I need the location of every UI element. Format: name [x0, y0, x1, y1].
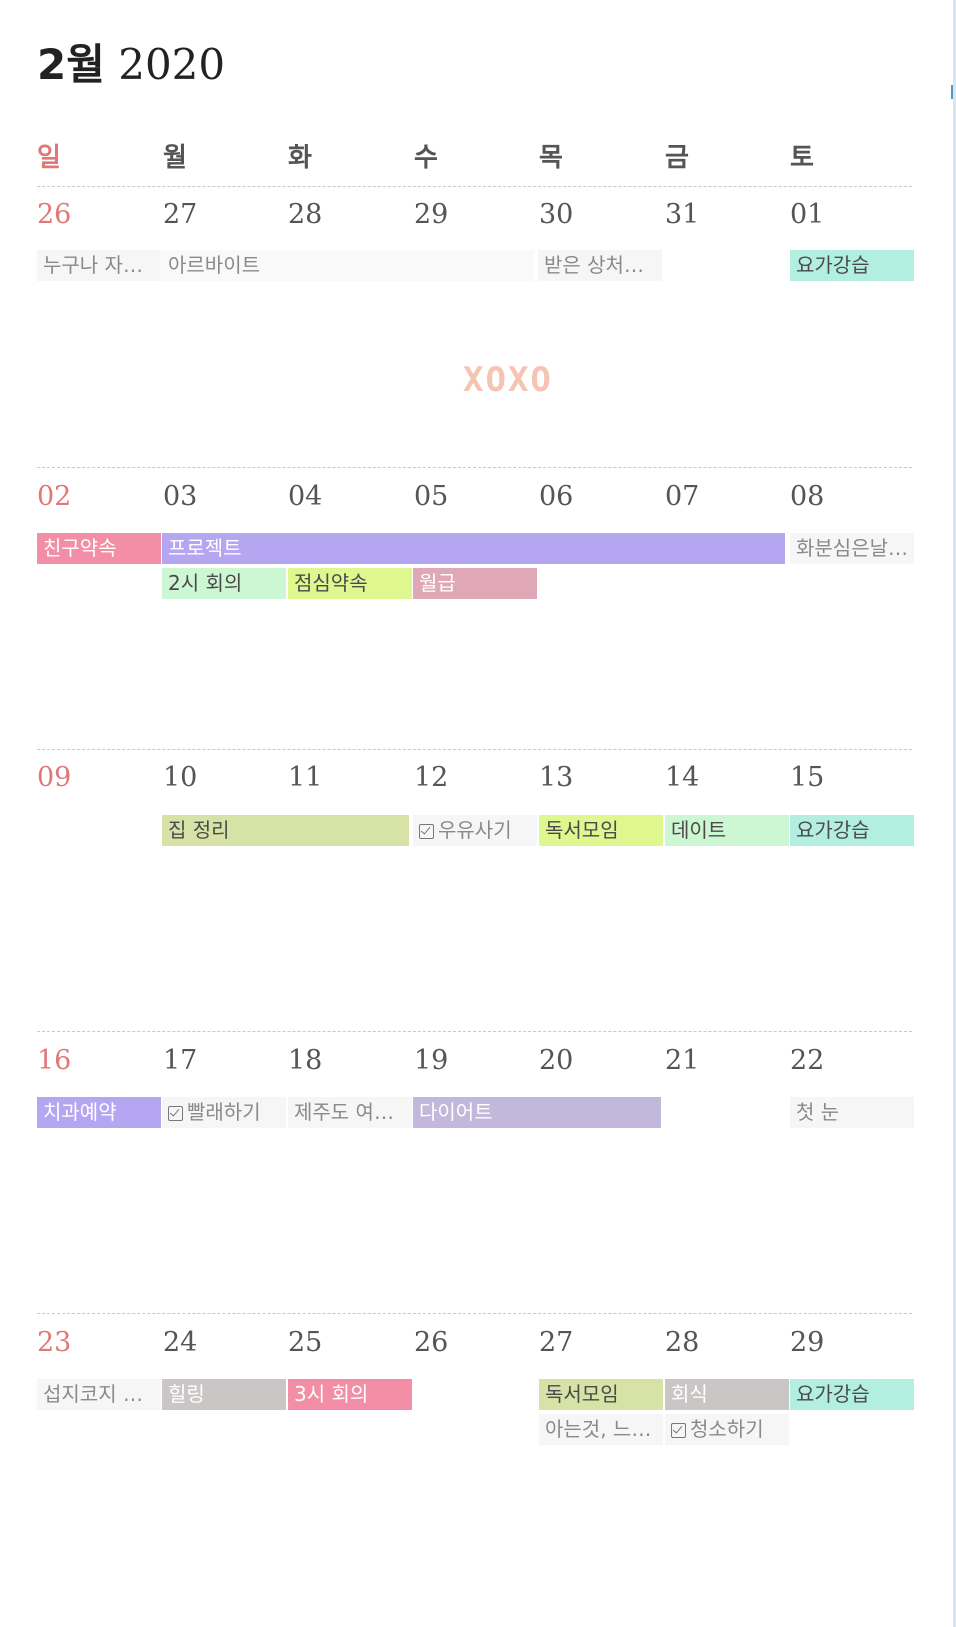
day-cell-date[interactable]: 31 [665, 199, 700, 230]
event-chip[interactable]: 받은 상처… [538, 250, 662, 281]
event-chip[interactable]: 데이트 [665, 815, 789, 846]
day-cell-date[interactable]: 08 [790, 481, 825, 512]
day-cell-date[interactable]: 01 [790, 199, 825, 230]
weekday-sun: 일 [37, 143, 61, 173]
day-cell-date[interactable]: 15 [790, 762, 825, 793]
day-cell-date[interactable]: 11 [288, 762, 323, 793]
event-chip[interactable]: 힐링 [162, 1379, 286, 1410]
window-edge [951, 0, 956, 1627]
week-divider [37, 749, 912, 750]
todo-label: 우유사기 [438, 818, 512, 842]
event-chip[interactable]: 월급 [413, 568, 537, 599]
month-label: 2월 [37, 40, 105, 89]
event-chip[interactable]: 회식 [665, 1379, 789, 1410]
day-cell-date[interactable]: 03 [163, 481, 198, 512]
weekday-thu: 목 [539, 143, 563, 173]
day-cell-date[interactable]: 18 [288, 1045, 323, 1076]
day-cell-date[interactable]: 02 [37, 481, 72, 512]
day-cell-date[interactable]: 16 [37, 1045, 72, 1076]
todo-chip[interactable]: 청소하기 [665, 1414, 789, 1445]
day-cell-date[interactable]: 27 [539, 1327, 574, 1358]
event-chip[interactable]: 다이어트 [413, 1097, 661, 1128]
checkbox-icon[interactable] [419, 824, 434, 839]
week-divider [37, 1313, 912, 1314]
day-cell-date[interactable]: 25 [288, 1327, 323, 1358]
event-chip[interactable]: 제주도 여… [288, 1097, 412, 1128]
event-chip[interactable]: 치과예약 [37, 1097, 161, 1128]
day-cell-date[interactable]: 29 [414, 199, 449, 230]
day-cell-date[interactable]: 05 [414, 481, 449, 512]
week-divider [37, 467, 912, 468]
day-cell-date[interactable]: 28 [665, 1327, 700, 1358]
event-chip[interactable]: 독서모임 [539, 815, 663, 846]
todo-label: 청소하기 [690, 1417, 764, 1441]
weekday-tue: 화 [288, 143, 312, 173]
event-chip[interactable]: 섭지코지 … [37, 1379, 161, 1410]
day-cell-date[interactable]: 14 [665, 762, 700, 793]
event-chip[interactable]: 요가강습 [790, 815, 914, 846]
event-chip[interactable]: 요가강습 [790, 250, 914, 281]
weekday-sat: 토 [790, 143, 814, 173]
event-chip[interactable]: 화분심은날… [790, 533, 914, 564]
event-chip[interactable]: 친구약속 [37, 533, 161, 564]
week-divider [37, 1031, 912, 1032]
day-cell-date[interactable]: 29 [790, 1327, 825, 1358]
event-chip[interactable]: 누구나 자… [37, 250, 161, 281]
day-cell-date[interactable]: 26 [414, 1327, 449, 1358]
day-cell-date[interactable]: 12 [414, 762, 449, 793]
day-cell-date[interactable]: 23 [37, 1327, 72, 1358]
day-cell-date[interactable]: 26 [37, 199, 72, 230]
event-chip[interactable]: 2시 회의 [162, 568, 286, 599]
day-cell-date[interactable]: 13 [539, 762, 574, 793]
todo-label: 빨래하기 [187, 1100, 261, 1124]
xoxo-sticker: XOXO [463, 360, 553, 400]
day-cell-date[interactable]: 24 [163, 1327, 198, 1358]
event-chip[interactable]: 3시 회의 [288, 1379, 412, 1410]
weekday-wed: 수 [414, 143, 438, 173]
week-divider [37, 186, 912, 187]
weekday-fri: 금 [665, 143, 689, 173]
day-cell-date[interactable]: 17 [163, 1045, 198, 1076]
day-cell-date[interactable]: 28 [288, 199, 323, 230]
year-label: 2020 [118, 40, 226, 89]
event-chip[interactable]: 아는것, 느… [539, 1414, 663, 1445]
day-cell-date[interactable]: 20 [539, 1045, 574, 1076]
day-cell-date[interactable]: 19 [414, 1045, 449, 1076]
month-title[interactable]: 2월 2020 [37, 40, 225, 90]
day-cell-date[interactable]: 04 [288, 481, 323, 512]
day-cell-date[interactable]: 07 [665, 481, 700, 512]
checkbox-icon[interactable] [671, 1423, 686, 1438]
todo-chip[interactable]: 빨래하기 [162, 1097, 286, 1128]
event-chip[interactable]: 첫 눈 [790, 1097, 914, 1128]
event-chip[interactable]: 독서모임 [539, 1379, 663, 1410]
todo-chip[interactable]: 우유사기 [413, 815, 537, 846]
day-cell-date[interactable]: 27 [163, 199, 198, 230]
weekday-mon: 월 [163, 143, 187, 173]
event-chip[interactable]: 요가강습 [790, 1379, 914, 1410]
day-cell-date[interactable]: 09 [37, 762, 72, 793]
day-cell-date[interactable]: 30 [539, 199, 574, 230]
event-chip[interactable]: 아르바이트 [162, 250, 534, 281]
event-chip[interactable]: 프로젝트 [162, 533, 785, 564]
day-cell-date[interactable]: 10 [163, 762, 198, 793]
day-cell-date[interactable]: 22 [790, 1045, 825, 1076]
checkbox-icon[interactable] [168, 1106, 183, 1121]
day-cell-date[interactable]: 06 [539, 481, 574, 512]
event-chip[interactable]: 집 정리 [162, 815, 409, 846]
day-cell-date[interactable]: 21 [665, 1045, 700, 1076]
event-chip[interactable]: 점심약속 [288, 568, 412, 599]
